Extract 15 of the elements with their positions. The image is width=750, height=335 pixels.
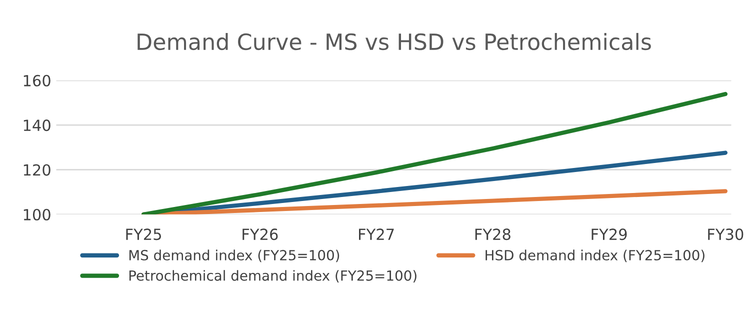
x-tick-label: FY30 (708, 228, 744, 240)
y-tick-label: 100 (24, 208, 50, 220)
x-tick-label: FY28 (475, 228, 510, 240)
chart-title: Demand Curve - MS vs HSD vs Petrochemicals (138, 32, 651, 50)
legend-label: HSD demand index (FY25=100) (486, 250, 704, 262)
y-tick-label: 160 (24, 74, 50, 86)
y-tick-label: 140 (24, 120, 50, 132)
y-tick-label: 120 (24, 164, 50, 176)
x-tick-label: FY26 (242, 228, 278, 240)
x-tick-label: FY25 (126, 228, 161, 240)
x-tick-label: FY29 (592, 228, 627, 240)
x-tick-label: FY27 (359, 228, 394, 240)
legend-label: MS demand index (FY25=100) (129, 250, 340, 262)
legend-label: Petrochemical demand index (FY25=100) (129, 270, 416, 282)
line-series (141, 92, 728, 214)
